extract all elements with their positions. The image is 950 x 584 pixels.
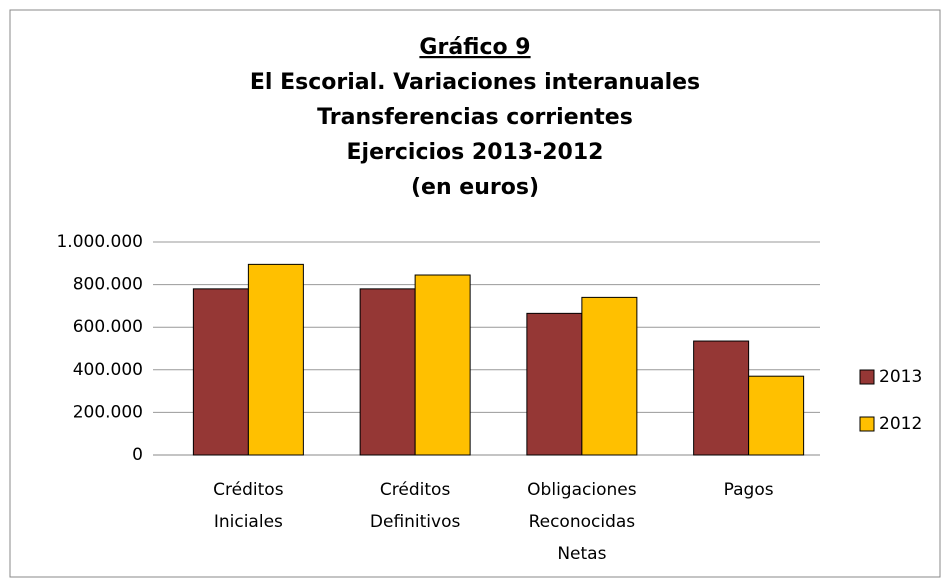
legend-swatch [859, 416, 875, 432]
bar [359, 288, 416, 456]
legend-swatch [859, 369, 875, 385]
bar [526, 312, 583, 456]
y-tick-label: 400.000 [73, 360, 143, 380]
x-tick-label: Créditos Definitivos [370, 480, 461, 532]
chart-title: Gráfico 9 [419, 35, 530, 60]
x-tick-label: Pagos [724, 480, 774, 500]
chart-title: (en euros) [411, 175, 539, 200]
bar [693, 340, 750, 456]
bar [247, 263, 304, 456]
legend-label: 2013 [879, 367, 922, 387]
y-tick-label: 1.000.000 [56, 232, 143, 252]
legend-label: 2012 [879, 414, 922, 434]
bar [748, 375, 805, 456]
x-tick-label: Créditos Iniciales [213, 480, 284, 532]
chart-border [9, 9, 941, 578]
chart-title: El Escorial. Variaciones interanuales [250, 70, 700, 95]
chart-title: Transferencias corrientes [317, 105, 633, 130]
bar [192, 288, 249, 456]
y-tick-label: 200.000 [73, 402, 143, 422]
y-tick-label: 600.000 [73, 317, 143, 337]
y-tick-label: 0 [132, 445, 143, 465]
bar [414, 274, 471, 456]
chart-title: Ejercicios 2013-2012 [347, 140, 604, 165]
x-tick-label: Obligaciones Reconocidas Netas [527, 480, 637, 564]
bar [581, 296, 638, 456]
y-tick-label: 800.000 [73, 275, 143, 295]
